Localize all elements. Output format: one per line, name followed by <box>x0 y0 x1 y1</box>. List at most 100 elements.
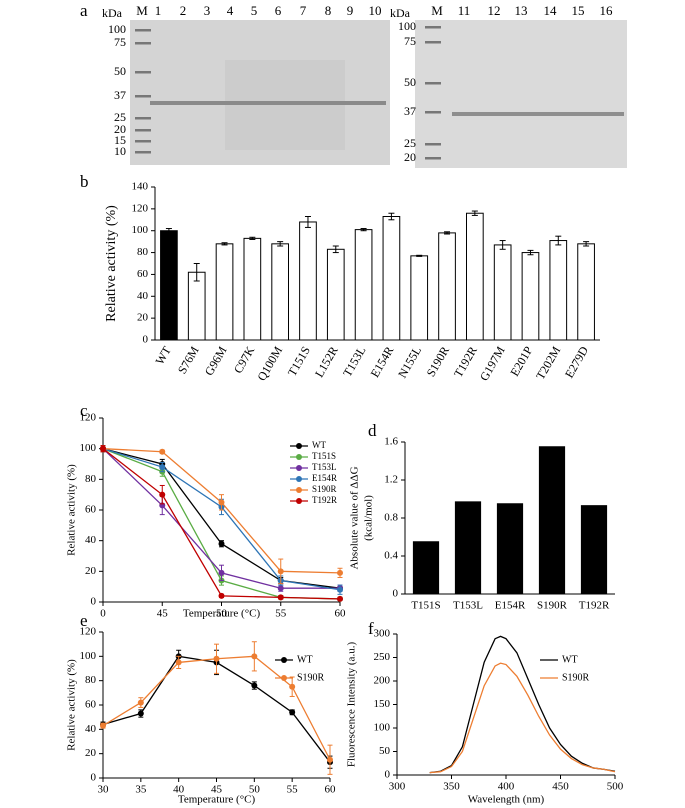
lane-label: 16 <box>600 3 614 18</box>
panel-label: d <box>368 421 377 440</box>
legend-marker <box>296 487 302 493</box>
x-tick-label: 350 <box>443 781 460 793</box>
y-tick-label: 0.4 <box>384 550 398 562</box>
bar <box>496 503 524 595</box>
lane-label: 2 <box>180 3 187 18</box>
point <box>337 586 343 593</box>
ladder-band <box>425 111 441 114</box>
x-tick-label: 55 <box>287 784 299 796</box>
point <box>159 464 166 471</box>
legend-label: S190R <box>562 672 590 683</box>
point <box>289 709 296 716</box>
bar <box>299 221 317 341</box>
marker-label: 75 <box>114 35 126 49</box>
x-tick-label: T151S <box>285 344 313 379</box>
y-tick-label: 0.8 <box>384 512 398 524</box>
y-axis-label: Relative activity (%) <box>104 205 119 322</box>
y-tick-label: 80 <box>137 246 149 258</box>
x-tick-label: E201P <box>507 344 535 379</box>
ladder-band <box>425 41 441 44</box>
y-axis-label: Fluorescence Intensity (a.u.) <box>346 642 358 768</box>
x-tick-label: 45 <box>211 784 223 796</box>
lane-label: 10 <box>369 3 382 18</box>
x-tick-label: T151S <box>411 600 440 612</box>
legend-label: WT <box>312 440 326 450</box>
ladder-band <box>135 117 151 120</box>
lane-label: 9 <box>347 3 354 18</box>
legend-marker <box>296 498 302 504</box>
marker-label: 50 <box>404 75 416 89</box>
bar <box>271 243 289 341</box>
y-tick-label: 1.6 <box>384 436 398 448</box>
x-tick-label: 55 <box>275 608 287 620</box>
lane-label: 12 <box>488 3 501 18</box>
y-tick-label: 120 <box>80 626 97 638</box>
x-tick-label: 300 <box>389 781 406 793</box>
lane-label: 1 <box>155 3 162 18</box>
y-tick-label: 60 <box>85 699 97 711</box>
bar <box>580 505 608 595</box>
legend-marker <box>296 476 302 482</box>
panel-label: b <box>80 172 89 191</box>
lane-label: 11 <box>458 3 471 18</box>
x-tick-label: T192R <box>579 600 610 612</box>
lane-label: 6 <box>275 3 282 18</box>
ladder-band <box>135 151 151 154</box>
gel-band <box>150 101 386 105</box>
x-tick-label: 60 <box>325 784 337 796</box>
y-tick-label: 200 <box>374 675 391 687</box>
y-tick-label: 40 <box>85 534 97 546</box>
point <box>218 569 225 576</box>
x-tick-label: T192R <box>451 344 480 380</box>
lane-label: 14 <box>544 3 558 18</box>
legend-marker <box>281 657 287 663</box>
legend-label: WT <box>562 654 578 665</box>
point <box>100 722 106 729</box>
x-tick-label: T153L <box>453 600 483 612</box>
series-line <box>429 635 616 774</box>
ladder-band <box>425 157 441 160</box>
x-tick-label: N155L <box>395 344 424 380</box>
x-axis-label: Temperature (°C) <box>183 608 261 620</box>
marker-label: 37 <box>114 88 126 102</box>
bar <box>354 229 373 341</box>
legend-label: T153L <box>312 462 337 472</box>
lane-label: 13 <box>515 3 528 18</box>
marker-label: 37 <box>404 104 416 118</box>
point <box>137 710 144 717</box>
x-tick-label: 40 <box>173 784 185 796</box>
lane-label: 3 <box>204 3 211 18</box>
lane-label: M <box>431 3 443 18</box>
lane-label: M <box>136 3 148 18</box>
y-axis-label: Relative activity (%) <box>66 464 78 556</box>
ladder-band <box>425 143 441 146</box>
legend-marker <box>296 465 302 471</box>
bar <box>215 243 234 341</box>
panel-label: f <box>368 619 374 638</box>
bar <box>538 446 566 595</box>
x-tick-label: G197M <box>477 344 508 384</box>
point <box>327 756 333 763</box>
marker-label: 50 <box>114 64 126 78</box>
point <box>251 682 258 689</box>
y-tick-label: 100 <box>80 650 97 662</box>
ladder-band <box>135 42 151 45</box>
ladder-band <box>135 71 151 74</box>
bar <box>549 240 568 341</box>
lane-label: 5 <box>251 3 258 18</box>
y-tick-label: 1.2 <box>384 474 398 486</box>
bar <box>454 501 482 595</box>
x-tick-label: 0 <box>100 608 106 620</box>
legend-label: T151S <box>312 451 336 461</box>
marker-label: 20 <box>114 122 126 136</box>
x-tick-label: 60 <box>335 608 347 620</box>
point <box>337 595 343 602</box>
legend-label: T192R <box>312 495 337 505</box>
x-tick-label: Q100M <box>254 344 285 384</box>
bar <box>521 252 540 341</box>
bar <box>382 216 401 341</box>
x-tick-label: G96M <box>202 344 230 378</box>
x-tick-label: S190R <box>537 600 568 612</box>
y-tick-label: 0 <box>385 769 391 781</box>
